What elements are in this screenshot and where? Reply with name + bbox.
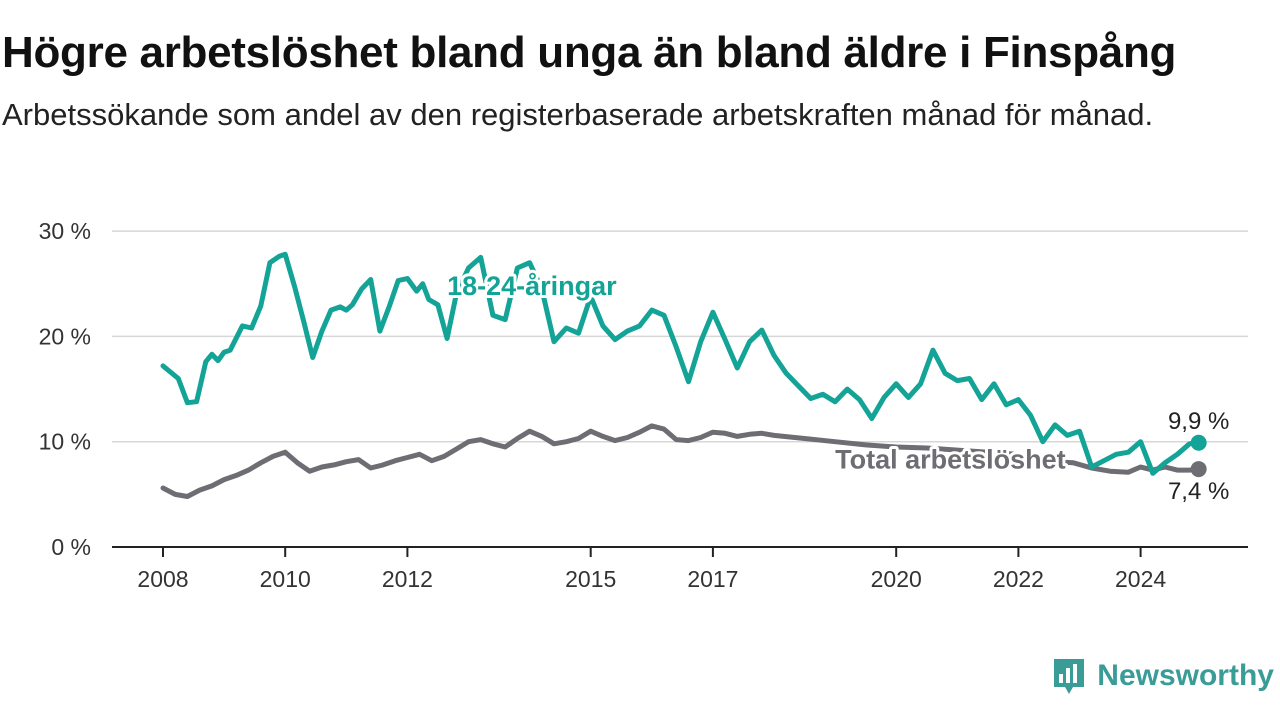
newsworthy-chart-icon	[1054, 659, 1085, 694]
chart-subtitle: Arbetssökande som andel av den registerb…	[2, 97, 1154, 132]
gridlines	[112, 230, 1248, 443]
y-tick-label: 20 %	[39, 323, 91, 349]
y-tick-label: 10 %	[39, 429, 91, 455]
x-tick-label: 2012	[382, 566, 433, 592]
series-lines	[160, 251, 1207, 499]
newsworthy-logo: Newsworthy	[1051, 656, 1274, 696]
brand-name: Newsworthy	[1097, 659, 1274, 692]
series-end-point-0	[1190, 434, 1207, 451]
x-tick-label: 2024	[1115, 566, 1166, 592]
x-tick-label: 2008	[137, 566, 188, 592]
x-tick-label: 2017	[687, 566, 738, 592]
y-axis-ticks: 0 % 10 % 20 % 30 %	[39, 218, 91, 560]
x-axis-ticks: 2008 2010 2012 2015 2017 2020 2022 2024	[137, 547, 1166, 592]
x-tick-label: 2010	[260, 566, 311, 592]
series-line-0	[160, 251, 1202, 476]
series-name-label-0: 18-24-åringar	[447, 271, 617, 301]
chart-title: Högre arbetslöshet bland unga än bland ä…	[2, 28, 1177, 77]
series-line-1	[160, 423, 1202, 499]
series-end-point-1	[1190, 461, 1207, 478]
x-tick-label: 2015	[565, 566, 616, 592]
line-chart: 0 % 10 % 20 % 30 % 2008 2010 2012 2015 2017 2020…	[39, 218, 1248, 592]
series-name-label-1: Total arbetslöshet	[835, 445, 1066, 475]
series-end-label-0: 9,9 %	[1168, 408, 1229, 435]
series-labels: 18-24-åringar Total arbetslöshet 9,9 % 7,4 …	[444, 268, 1229, 505]
x-tick-label: 2020	[871, 566, 922, 592]
series-end-label-1: 7,4 %	[1168, 478, 1229, 505]
x-tick-label: 2022	[993, 566, 1044, 592]
y-tick-label: 30 %	[39, 218, 91, 244]
y-tick-label: 0 %	[51, 534, 91, 560]
